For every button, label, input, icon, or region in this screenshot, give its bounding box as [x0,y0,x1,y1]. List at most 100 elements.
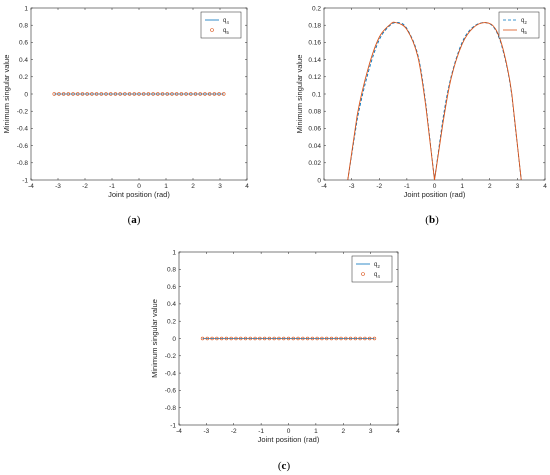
y-tick-label: -0.8 [17,160,29,167]
legend-box [200,11,242,39]
data-marker [315,336,319,341]
y-tick-label: -0.2 [17,109,29,116]
x-tick-label: -4 [176,428,182,435]
y-tick-label: 0.4 [167,301,176,308]
data-marker [61,92,66,96]
panel-label-open: ( [278,460,282,472]
y-tick-label: -1 [22,177,28,184]
panel-label-letter: b [429,214,435,226]
data-marker [215,336,219,341]
data-marker [205,336,210,341]
x-tick-label: -3 [55,183,61,190]
data-marker [160,92,165,96]
data-marker [282,336,286,341]
y-axis-label: Minimum singular value [2,55,11,134]
data-marker [151,92,155,96]
panel-label-close: ) [137,214,141,226]
data-marker [229,336,233,341]
data-marker [198,92,202,96]
x-tick-label: -1 [258,428,264,435]
data-marker [210,336,214,341]
legend: q2 q5 [498,11,540,39]
x-axis-label: Joint position (rad) [108,190,170,199]
legend-entry: q5 [223,28,229,35]
data-marker [272,336,276,341]
data-marker [219,336,224,341]
data-marker [310,336,315,341]
legend: q2 q4 [351,255,393,283]
y-tick-label: 1 [24,5,28,12]
data-marker [179,92,184,96]
x-tick-label: 0 [433,183,437,190]
chart-panel-b: -4 -3 -2 -1 0 1 2 3 4 0 0.02 0.04 0.06 0.08 0.1 0.12 0.1… [295,5,547,199]
y-tick-label: 0 [172,336,176,343]
y-tick-label: 0.2 [312,5,321,12]
data-marker [339,336,343,341]
data-marker [358,336,362,341]
legend-entry: q4 [223,18,229,25]
data-marker [104,92,108,96]
x-axis-label: Joint position (rad) [404,190,466,199]
data-marker [123,92,127,96]
data-marker [301,336,305,341]
data-marker [200,336,205,341]
y-tick-label: 0.6 [167,284,176,291]
y-tick-label: 0 [24,91,28,98]
x-tick-label: -4 [28,183,34,190]
chart-panel-a: -4 -3 -2 -1 0 1 2 3 4 -1 -0.8 -0.6 -0.4 -0.2 0 0.2 0.4 0.… [2,5,249,199]
legend-subscript: 2 [377,264,380,269]
x-tick-label: -2 [231,428,237,435]
y-tick-label: 0.1 [312,91,321,98]
data-marker [156,92,160,96]
data-marker [109,92,113,96]
x-tick-label: 2 [191,183,195,190]
y-tick-label: 0.2 [167,319,176,326]
x-tick-label: 0 [137,183,141,190]
legend-box [351,255,393,283]
x-axis-label: Joint position (rad) [258,435,320,444]
data-marker [334,336,338,341]
data-marker [320,336,324,341]
data-marker [52,92,56,96]
data-marker [262,336,267,341]
data-marker [203,92,207,96]
x-tick-label: 3 [516,183,520,190]
data-marker [137,92,141,96]
data-marker [142,92,146,96]
legend-entry: q2 [374,262,380,269]
data-marker [222,92,226,96]
x-tick-label: 0 [287,428,291,435]
y-tick-label: -0.6 [17,143,29,150]
data-marker [296,336,300,341]
y-tick-label: -0.2 [165,353,177,360]
data-marker [90,92,94,96]
y-tick-label: 0.16 [308,40,321,47]
data-marker [344,336,348,341]
panel-label-close: ) [286,460,290,472]
x-tick-label: 4 [245,183,249,190]
panel-label-letter: a [131,214,137,226]
data-marker [305,336,310,341]
y-tick-label: 0.04 [308,143,321,150]
data-marker [99,92,104,96]
x-tick-label: -2 [82,183,88,190]
legend-entry: q5 [521,28,527,35]
legend-subscript: 4 [377,274,380,279]
panel-label-open: ( [128,214,132,226]
x-tick-label: -3 [203,428,209,435]
legend-subscript: 4 [226,20,229,25]
data-marker [165,92,169,96]
legend-subscript: 5 [226,30,229,35]
y-tick-label: 0.12 [308,74,321,81]
data-marker [234,336,238,341]
data-marker [113,92,118,96]
panel-label-close: ) [435,214,439,226]
data-marker [66,92,71,96]
data-marker [170,92,174,96]
data-marker [57,92,61,96]
x-tick-label: 1 [314,428,318,435]
data-marker [267,336,272,341]
data-marker [132,92,136,96]
x-tick-label: 2 [488,183,492,190]
chart-panel-c: -4 -3 -2 -1 0 1 2 3 4 -1 -0.8 -0.6 -0.4 -0.2 0 0.2 0.4 0.… [150,249,400,444]
